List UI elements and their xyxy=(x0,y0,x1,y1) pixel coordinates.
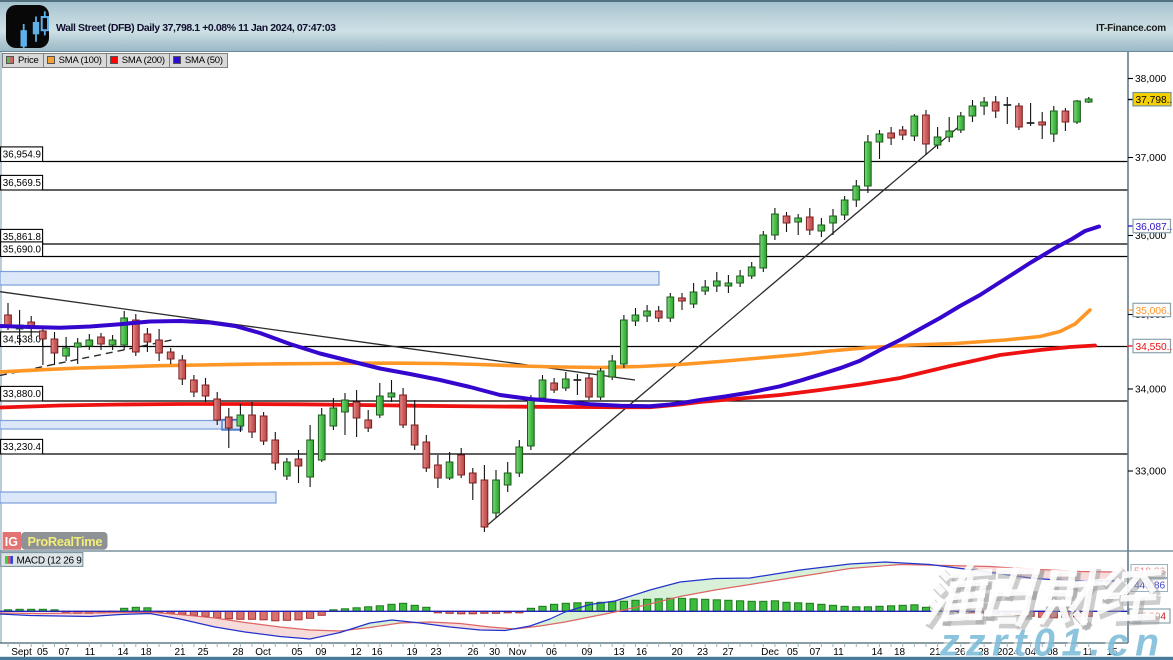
svg-text:05: 05 xyxy=(291,647,303,658)
svg-text:11: 11 xyxy=(833,647,844,658)
svg-text:36,087..: 36,087.. xyxy=(1136,222,1173,233)
svg-text:ProRealTime: ProRealTime xyxy=(28,534,103,549)
svg-text:37,000: 37,000 xyxy=(1135,153,1166,164)
svg-text:zzrt01.cn: zzrt01.cn xyxy=(936,620,1162,660)
svg-text:25: 25 xyxy=(197,647,209,658)
svg-text:16: 16 xyxy=(636,647,648,658)
svg-text:15: 15 xyxy=(1106,647,1118,658)
svg-text:38,000: 38,000 xyxy=(1135,74,1166,85)
svg-text:21: 21 xyxy=(929,647,941,658)
svg-text:Sept: Sept xyxy=(11,647,32,658)
svg-text:26: 26 xyxy=(467,647,479,658)
svg-text:Dec: Dec xyxy=(761,647,779,658)
svg-text:09: 09 xyxy=(315,647,327,658)
svg-text:16: 16 xyxy=(371,647,383,658)
svg-text:11: 11 xyxy=(85,647,96,658)
svg-text:Nov: Nov xyxy=(509,647,527,658)
svg-text:27: 27 xyxy=(722,647,734,658)
svg-text:36,000: 36,000 xyxy=(1135,231,1166,242)
svg-text:26: 26 xyxy=(954,647,966,658)
svg-text:35,861.8: 35,861.8 xyxy=(3,232,42,243)
svg-text:34,538.0: 34,538.0 xyxy=(3,335,42,346)
svg-text:19: 19 xyxy=(406,647,418,658)
svg-text:36,954.9: 36,954.9 xyxy=(3,150,41,161)
svg-text:05: 05 xyxy=(787,647,799,658)
svg-text:MACD (12 26 9: MACD (12 26 9 xyxy=(17,555,83,566)
svg-text:11: 11 xyxy=(1083,647,1094,658)
svg-text:12: 12 xyxy=(350,647,362,658)
svg-text:09: 09 xyxy=(581,647,593,658)
svg-text:06: 06 xyxy=(546,647,558,658)
svg-text:23: 23 xyxy=(430,647,442,658)
svg-text:28: 28 xyxy=(978,647,990,658)
svg-text:35,006..: 35,006.. xyxy=(1136,306,1173,317)
svg-text:21: 21 xyxy=(174,647,186,658)
svg-text:20: 20 xyxy=(671,647,683,658)
svg-text:08: 08 xyxy=(1047,647,1059,658)
svg-text:05: 05 xyxy=(37,647,49,658)
svg-text:04: 04 xyxy=(1025,647,1037,658)
svg-text:23: 23 xyxy=(697,647,709,658)
svg-text:37,798..: 37,798.. xyxy=(1136,95,1173,106)
svg-text:35,690.0: 35,690.0 xyxy=(3,245,42,256)
svg-text:33,880.0: 33,880.0 xyxy=(3,389,42,400)
svg-text:30: 30 xyxy=(489,647,501,658)
svg-text:18: 18 xyxy=(894,647,906,658)
svg-text:36,569.5: 36,569.5 xyxy=(3,178,42,189)
svg-text:33,000: 33,000 xyxy=(1135,467,1166,478)
svg-text:18: 18 xyxy=(140,647,152,658)
svg-text:14: 14 xyxy=(117,647,129,658)
svg-text:14: 14 xyxy=(871,647,883,658)
svg-text:07: 07 xyxy=(58,647,70,658)
svg-text:Oct: Oct xyxy=(255,647,271,658)
svg-text:2024: 2024 xyxy=(997,647,1020,658)
svg-text:33,230.4: 33,230.4 xyxy=(3,442,42,453)
svg-text:zzrt01.cn: zzrt01.cn xyxy=(939,622,1165,660)
svg-text:07: 07 xyxy=(809,647,821,658)
svg-text:28: 28 xyxy=(232,647,244,658)
svg-text:13: 13 xyxy=(613,647,625,658)
svg-text:IG: IG xyxy=(5,535,18,549)
svg-text:34,550..: 34,550.. xyxy=(1136,342,1173,353)
svg-text:34,000: 34,000 xyxy=(1135,385,1166,396)
